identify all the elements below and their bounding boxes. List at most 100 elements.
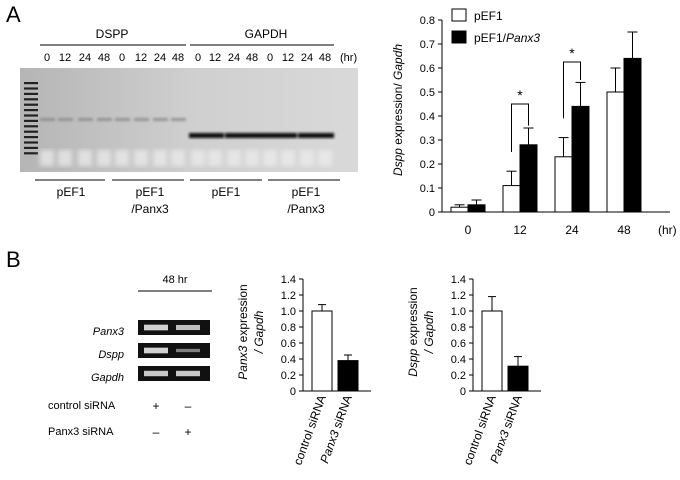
gel-b-time-label: 48 hr (162, 274, 187, 286)
gel-a-lane-label: 12 (282, 52, 294, 64)
gel-a-lane-label: 0 (44, 52, 50, 64)
ytick-label: 0.6 (451, 338, 466, 350)
chart-a-ytick-label: 0.2 (420, 159, 435, 171)
gapdh-band (316, 133, 334, 138)
dspp-band (58, 118, 73, 121)
gel-a-figure: DSPP GAPDH 0 12 24 48 0 12 24 48 0 12 24 48 0 12 24 48 … (20, 27, 358, 216)
chart-a-ytick-label: 0.4 (420, 111, 435, 123)
chart-a-ylabel: Dspp expression/ Gapdh (391, 44, 405, 176)
significance-bracket (511, 103, 529, 152)
ytick-label: 1.2 (281, 290, 296, 302)
dspp-band (78, 118, 93, 121)
chart-a-xtick-label: 24 (565, 223, 579, 237)
gel-a-bottom-label-2: pEF1 (136, 185, 165, 199)
chart-b2-bars (481, 296, 529, 392)
ladder-band (24, 87, 38, 90)
ytick-label: 1.0 (451, 306, 466, 318)
chart-a: Dspp expression/ Gapdh 0 0.1 0.2 0.3 0.4 0.5 0… (391, 8, 677, 237)
chart-a-xtick-label: 12 (513, 223, 527, 237)
dspp-band (115, 118, 130, 121)
gapdh-band (206, 133, 224, 138)
gel-a-bottom-label-2b: /Panx3 (131, 202, 169, 216)
gapdh-band (279, 133, 297, 138)
gel-a-lane-label: 24 (301, 52, 313, 64)
lane-smear (208, 150, 222, 166)
lane-smear (263, 150, 277, 166)
bar-pef1 (606, 91, 625, 213)
legend-label-pef1-panx3: pEF1/Panx3 (474, 31, 540, 45)
lane-smear (97, 150, 111, 166)
chart-b1-axes: 0 0.2 0.4 0.6 0.8 1.0 1.2 1.4 (281, 274, 371, 398)
dspp-band (40, 118, 55, 121)
chart-a-xtick-label: 48 (617, 223, 631, 237)
legend-swatch-pef1-panx3 (451, 30, 467, 44)
gel-a-lane-label: 0 (195, 52, 201, 64)
dspp-band (134, 118, 149, 121)
chart-a-ytick-label: 0.6 (420, 63, 435, 75)
ladder-band (24, 98, 38, 101)
gel-b-mark-panx3-2: + (184, 425, 191, 439)
gel-a-bottom-label-4b: /Panx3 (287, 202, 325, 216)
gel-a-group-left: DSPP (96, 27, 129, 41)
gel-b-band (176, 324, 200, 331)
gel-a-bottom-label-3: pEF1 (212, 185, 241, 199)
ladder-band (24, 125, 38, 128)
gel-b-strip (138, 343, 210, 358)
lane-smear (134, 150, 148, 166)
lane-smear (40, 150, 54, 166)
gel-a-bands (40, 118, 334, 138)
chart-b1: Panx3 expression / Gapdh 0 0.2 0.4 0.6 0.8 1.… (236, 274, 371, 467)
significance-bracket (563, 61, 581, 119)
gel-b-strip (138, 320, 210, 335)
chart-b1-ylabel-line2: / Gapdh (252, 310, 266, 354)
gel-b-gene-panx3: Panx3 (93, 326, 125, 338)
gel-a-lane-label: 24 (154, 52, 166, 64)
ytick-label: 0.4 (281, 354, 296, 366)
gel-b-mark-control-2: – (185, 399, 192, 413)
lane-smear (300, 150, 314, 166)
gel-a-lane-label: 24 (228, 52, 240, 64)
lane-smear (281, 150, 295, 166)
significance-star: * (517, 87, 523, 103)
bar (481, 310, 503, 392)
ytick-label: 0.2 (451, 370, 466, 382)
chart-b1-ylabel-line1: Panx3 expression (236, 284, 250, 379)
lane-smear (58, 150, 72, 166)
ladder-band (24, 152, 38, 155)
gel-b-figure: 48 hr Panx3 Dspp Gapdh control siRNA Pan… (48, 274, 212, 439)
chart-a-ytick-label: 0.1 (420, 183, 435, 195)
gel-b-band (176, 348, 200, 353)
gel-a-ladder (24, 82, 38, 155)
lane-smear (227, 150, 241, 166)
gapdh-band (225, 133, 243, 138)
bar-pef1-panx3 (571, 105, 590, 213)
gel-a-group-right: GAPDH (245, 27, 288, 41)
ytick-label: 0.8 (281, 322, 296, 334)
ladder-band (24, 141, 38, 144)
ytick-label: 0.4 (451, 354, 466, 366)
chart-b2-axes: 0 0.2 0.4 0.6 0.8 1.0 1.2 1.4 (451, 274, 541, 398)
chart-b1-bars (311, 304, 359, 392)
lane-smear (191, 150, 205, 166)
gel-b-strip (138, 366, 210, 381)
ytick-label: 1.4 (451, 274, 466, 286)
chart-b2: Dspp expression / Gapdh 0 0.2 0.4 0.6 0.8 1.0… (406, 274, 541, 467)
lane-smear (115, 150, 129, 166)
ladder-band (24, 146, 38, 149)
bar (311, 310, 333, 392)
gel-b-mark-panx3-1: – (153, 425, 160, 439)
panel-label-b: B (6, 247, 21, 272)
gapdh-band (261, 133, 279, 138)
lane-smear (245, 150, 259, 166)
ytick-label: 0.2 (281, 370, 296, 382)
bar-pef1 (502, 185, 521, 213)
gel-b-row-panx3-label: Panx3 siRNA (48, 426, 114, 438)
gel-b-gene-dspp: Dspp (98, 349, 124, 361)
gel-a-lane-label: 0 (119, 52, 125, 64)
bar-pef1-panx3 (519, 144, 538, 213)
ytick-label: 1.4 (281, 274, 296, 286)
gel-a-lane-label: 0 (267, 52, 273, 64)
ladder-band (24, 82, 38, 85)
ytick-label: 1.0 (281, 306, 296, 318)
